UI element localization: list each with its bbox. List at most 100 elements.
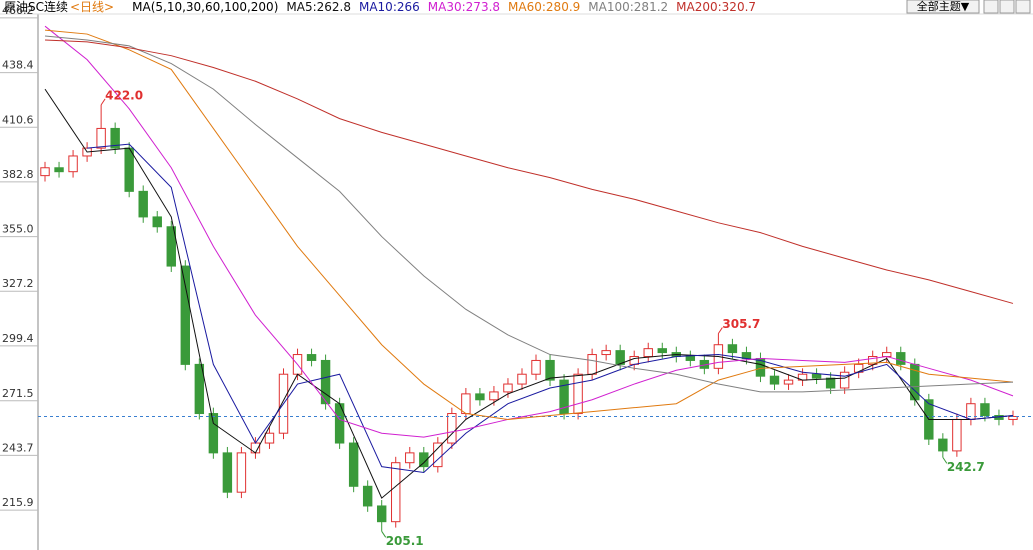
y-tick-label: 215.9 <box>2 496 34 509</box>
y-tick-label: 466.2 <box>2 4 34 17</box>
indicator: MA(5,10,30,60,100,200) <box>132 0 278 14</box>
candle-body <box>882 352 892 358</box>
y-tick-label: 438.4 <box>2 59 34 72</box>
candle-body <box>531 359 541 375</box>
ma-line <box>87 143 1014 474</box>
y-tick-label: 355.0 <box>2 223 34 236</box>
annotation-label: 242.7 <box>947 460 985 474</box>
ma-line <box>44 88 1014 499</box>
legend-separator: : <box>542 0 546 14</box>
candle-body <box>306 354 317 361</box>
period: <日线> <box>70 0 114 14</box>
y-tick-label: 271.5 <box>2 387 34 400</box>
ma-line <box>44 39 1014 304</box>
legend-value: 266 <box>397 0 420 14</box>
candle-body <box>811 373 822 379</box>
candle-body <box>236 452 247 493</box>
legend-value: 280.9 <box>546 0 580 14</box>
candle-body <box>40 167 50 177</box>
y-tick-label: 382.8 <box>2 168 34 181</box>
icon[interactable] <box>999 0 1015 14</box>
candle-body <box>124 147 134 192</box>
legend-separator: : <box>718 0 722 14</box>
legend: 原油SC连续 <日线> MA(5,10,30,60,100,200) MA5:262.… <box>4 0 756 14</box>
ma-line <box>44 25 1014 438</box>
candle-body <box>966 403 976 420</box>
candle-body <box>825 377 836 389</box>
candle-body <box>68 155 78 173</box>
candle-body <box>152 216 162 228</box>
candle-body <box>54 167 64 173</box>
annotation-pointer <box>100 98 106 106</box>
ma-line <box>44 35 1014 393</box>
legend-value: 320.7 <box>722 0 756 14</box>
y-tick-label: 243.7 <box>2 441 34 454</box>
legend-name: MA30 <box>428 0 462 14</box>
candle-body <box>320 359 331 405</box>
candle-body <box>643 348 653 358</box>
y-tick-label: 327.2 <box>2 277 34 290</box>
button-frame[interactable] <box>906 0 980 14</box>
theme-button-label[interactable]: 全部主题▼ <box>917 0 970 13</box>
toolbar-icons[interactable] <box>983 0 1031 14</box>
candle-body <box>348 442 359 487</box>
candle-body <box>376 505 387 523</box>
legend-name: MA200 <box>676 0 717 14</box>
candle-body <box>138 190 148 218</box>
legend-name: MA60 <box>508 0 542 14</box>
annotation-pointer <box>942 457 948 464</box>
legend-separator: : <box>393 0 397 14</box>
candle-body <box>952 418 962 452</box>
theme-button[interactable]: 全部主题▼ <box>906 0 980 14</box>
annotation-label: 305.7 <box>722 317 760 331</box>
candle-body <box>685 356 696 361</box>
candle-body <box>475 393 485 401</box>
candle-body <box>110 127 120 149</box>
legend-value: 281.2 <box>634 0 668 14</box>
legend-separator: : <box>630 0 634 14</box>
candle-body <box>264 432 275 444</box>
candle-body <box>559 379 569 415</box>
candle-body <box>447 413 457 444</box>
candle-body <box>194 363 205 415</box>
candle-body <box>461 393 471 415</box>
annotation-label: 422.0 <box>105 88 143 102</box>
legend-name: MA10 <box>359 0 393 14</box>
y-tick-label: 299.4 <box>2 332 34 345</box>
legend-value: 262.8 <box>317 0 351 14</box>
candle-body <box>489 391 499 401</box>
candle-body <box>222 452 233 493</box>
candle-body <box>503 383 513 393</box>
icon[interactable] <box>1015 0 1031 14</box>
legend-value: 273.8 <box>466 0 500 14</box>
icon[interactable] <box>983 0 999 14</box>
candle-body <box>362 485 373 507</box>
candle-body <box>433 442 443 468</box>
candle-body <box>629 356 639 365</box>
title: 原油SC连续 <box>4 0 68 14</box>
annotation-pointer <box>381 531 387 538</box>
candle-body <box>545 359 555 381</box>
legend-separator: : <box>462 0 466 14</box>
candle-body <box>96 127 106 149</box>
candle-body <box>208 413 219 454</box>
candle-body <box>615 350 625 365</box>
candle-body <box>769 375 780 385</box>
candle-body <box>783 379 794 385</box>
annotation-pointer <box>717 327 723 334</box>
candle-body <box>180 265 191 365</box>
candle-body <box>601 350 611 356</box>
legend-separator: : <box>313 0 317 14</box>
candle-body <box>839 371 850 389</box>
y-tick-label: 410.6 <box>2 113 34 126</box>
candle-body <box>391 462 401 523</box>
legend-name: MA100 <box>588 0 629 14</box>
candle-body <box>938 438 948 452</box>
candle-body <box>517 373 527 385</box>
ma-line <box>44 29 1014 420</box>
candle-body <box>573 373 583 415</box>
candle-body <box>867 356 878 365</box>
candle-body <box>405 452 415 464</box>
